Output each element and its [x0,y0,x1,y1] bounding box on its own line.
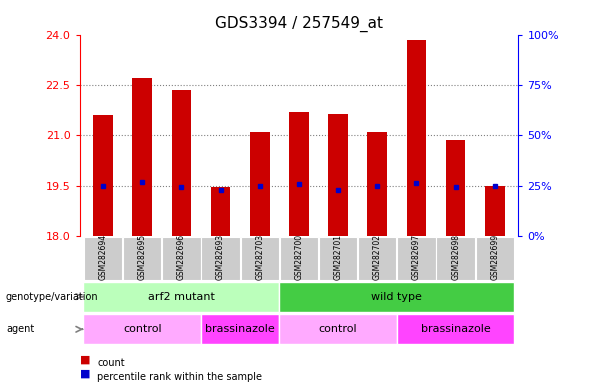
Text: ■: ■ [80,369,90,379]
Text: GSM282697: GSM282697 [412,234,421,280]
Bar [240,237,279,280]
Bar [84,237,123,280]
Text: GSM282700: GSM282700 [294,234,303,280]
Text: GSM282693: GSM282693 [216,234,225,280]
Text: ■: ■ [80,355,90,365]
Bar [279,281,514,312]
Text: brassinazole: brassinazole [421,324,491,334]
Bar [279,314,397,344]
Bar [328,114,348,236]
Bar [475,237,514,280]
Title: GDS3394 / 257549_at: GDS3394 / 257549_at [215,16,383,32]
Text: GSM282696: GSM282696 [177,234,186,280]
Text: GSM282694: GSM282694 [98,234,108,280]
Text: GSM282698: GSM282698 [451,234,460,280]
Bar [201,237,240,280]
Bar [397,314,514,344]
Text: count: count [97,358,125,368]
Bar [201,314,279,344]
Bar [446,141,465,236]
Bar [250,132,270,236]
Text: brassinazole: brassinazole [206,324,275,334]
Text: GSM282703: GSM282703 [255,234,264,280]
Bar [289,112,309,236]
Bar [358,237,396,280]
Text: GSM282702: GSM282702 [373,234,382,280]
Bar [397,237,436,280]
Text: GSM282699: GSM282699 [490,234,499,280]
Text: arf2 mutant: arf2 mutant [148,291,215,302]
Bar [84,314,201,344]
Text: percentile rank within the sample: percentile rank within the sample [97,372,262,382]
Text: GSM282695: GSM282695 [138,234,147,280]
Text: control: control [123,324,161,334]
Bar [93,115,113,236]
Text: genotype/variation: genotype/variation [6,291,98,302]
Bar [485,186,505,236]
Bar [406,40,426,236]
Text: agent: agent [6,324,34,334]
Bar [133,78,152,236]
Bar [368,132,387,236]
Bar [280,237,318,280]
Text: GSM282701: GSM282701 [333,234,343,280]
Bar [171,90,191,236]
Bar [211,187,230,236]
Bar [319,237,358,280]
Bar [436,237,475,280]
Text: wild type: wild type [372,291,422,302]
Bar [162,237,201,280]
Bar [123,237,161,280]
Text: control: control [319,324,358,334]
Bar [84,281,279,312]
